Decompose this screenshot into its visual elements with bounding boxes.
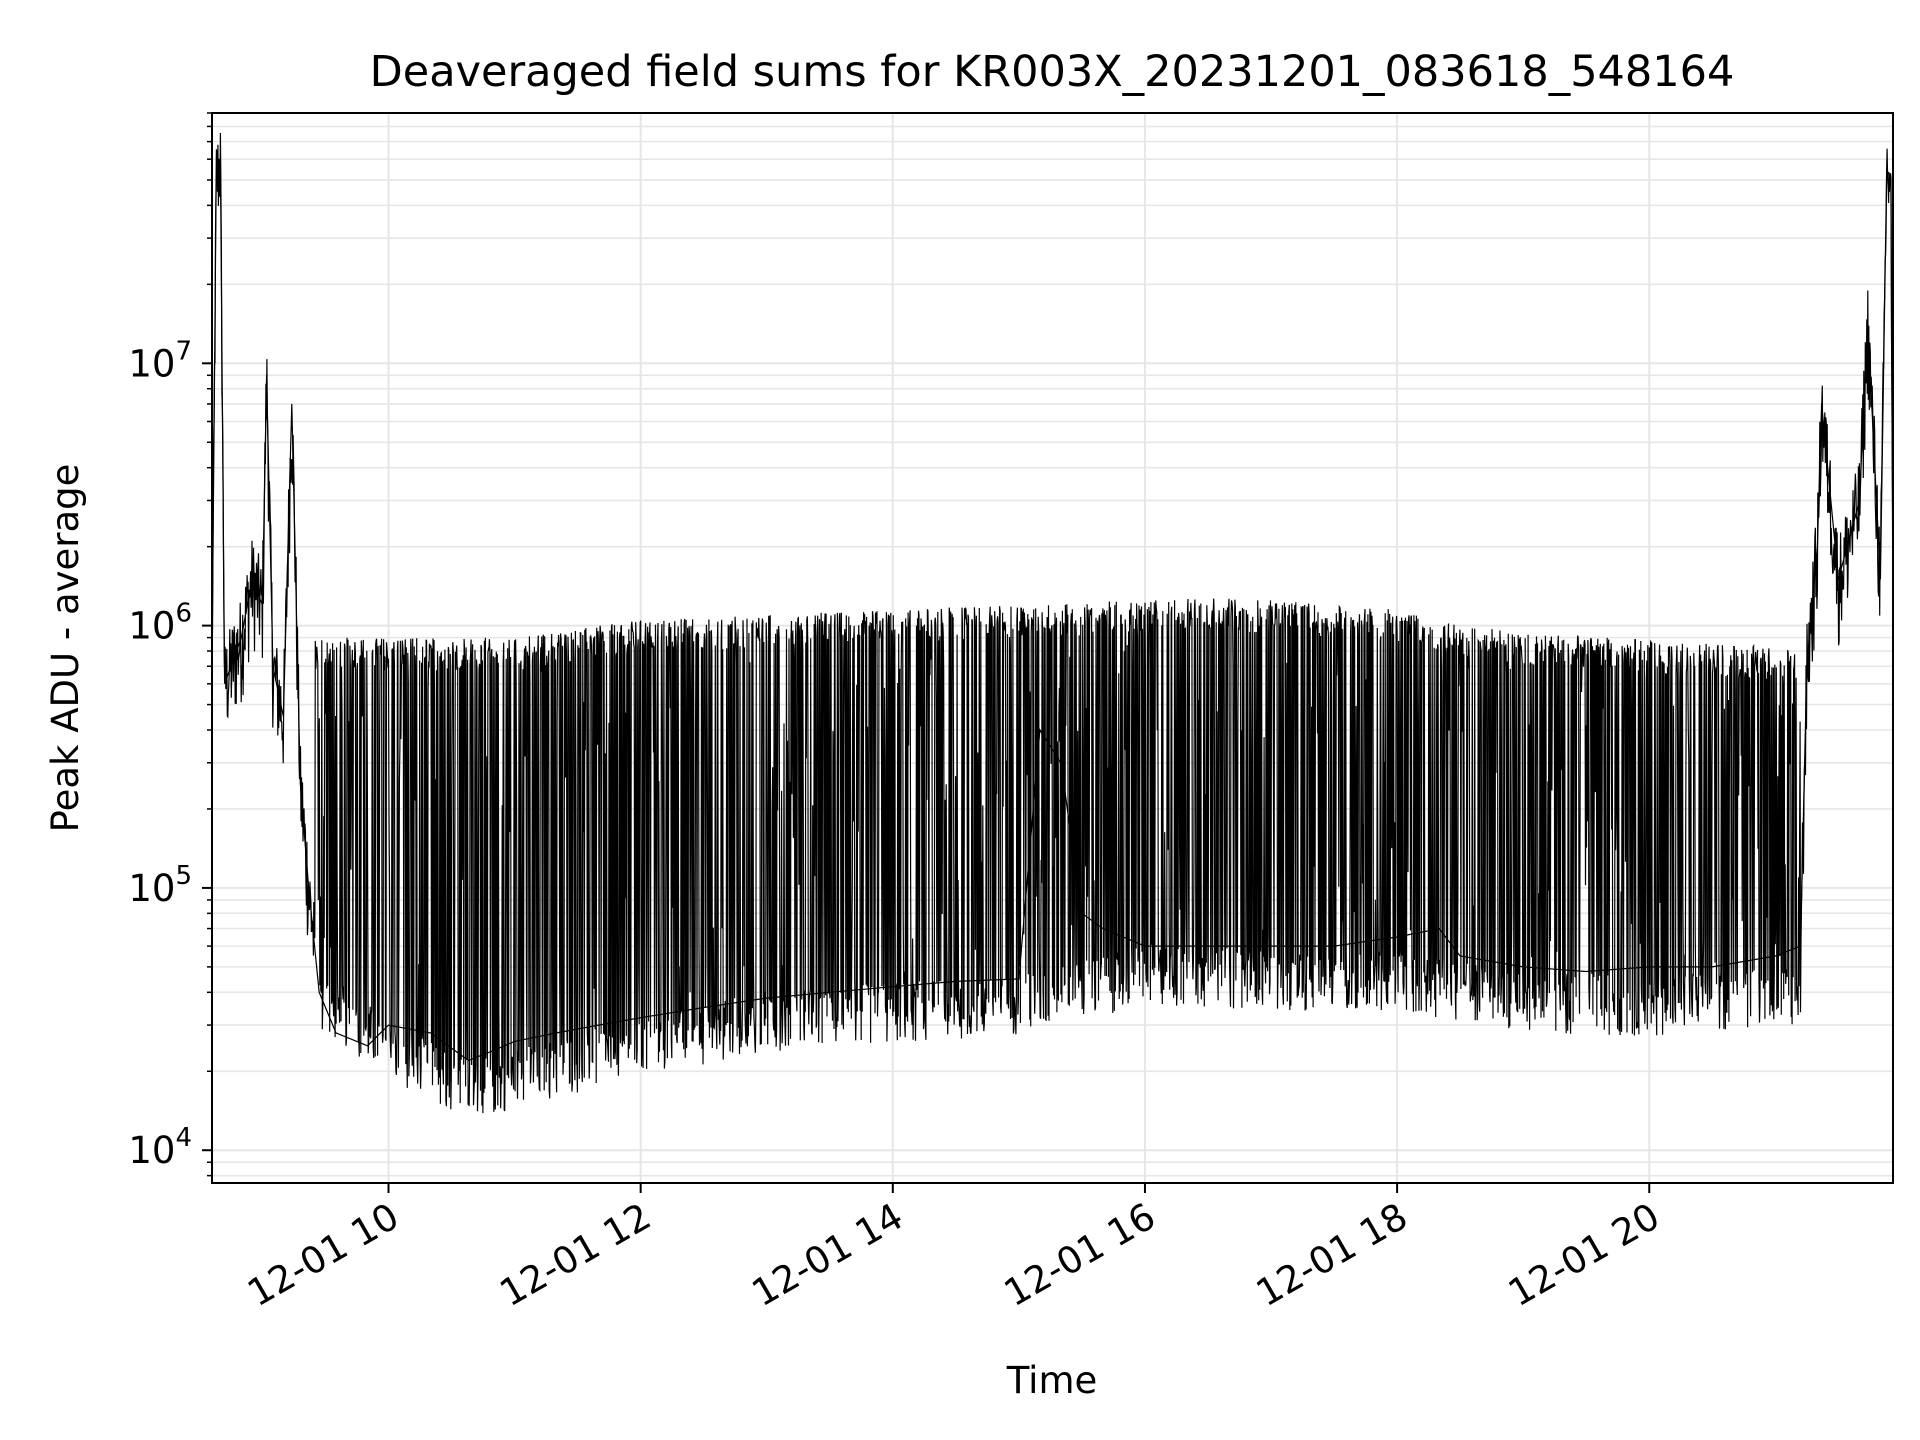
y-tick-label: 106 <box>128 599 192 648</box>
y-tick-label: 105 <box>128 861 192 910</box>
y-tick-label: 107 <box>128 336 192 385</box>
series-line-anchors <box>211 159 1894 1062</box>
y-tick-base: 10 <box>128 342 175 385</box>
y-axis-label: Peak ADU - average <box>44 464 87 833</box>
y-tick-exponent: 4 <box>175 1123 192 1153</box>
y-tick-base: 10 <box>128 867 175 910</box>
y-tick-base: 10 <box>128 605 175 648</box>
axes-frame <box>211 112 1894 1184</box>
plot-area <box>211 132 1894 1114</box>
series-line <box>211 132 1894 1114</box>
y-tick-label: 104 <box>128 1123 192 1172</box>
y-tick-base: 10 <box>128 1129 175 1172</box>
y-tick-exponent: 5 <box>175 861 192 891</box>
y-tick-exponent: 7 <box>175 336 192 366</box>
x-axis-label: Time <box>1006 1359 1098 1402</box>
chart-title: Deaveraged field sums for KR003X_2023120… <box>370 47 1735 97</box>
y-tick-exponent: 6 <box>175 599 192 629</box>
